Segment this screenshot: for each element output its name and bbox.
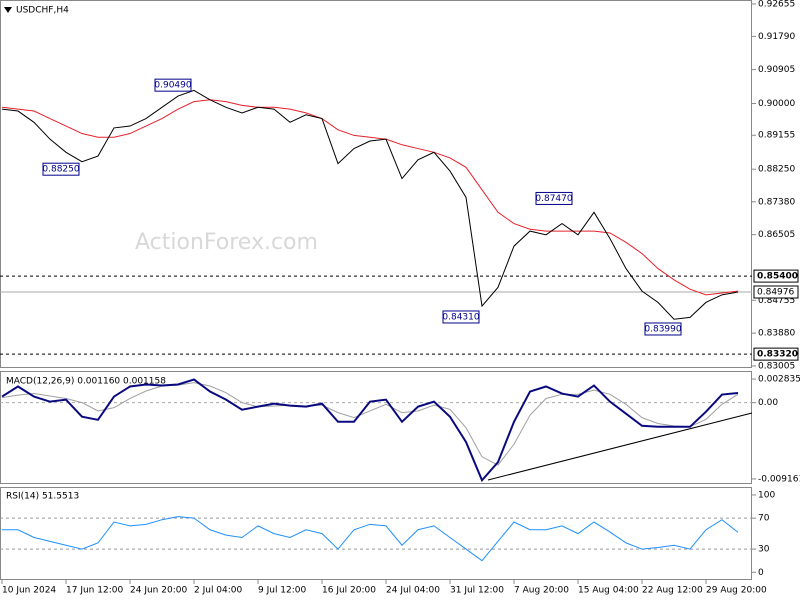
y-tick-label: 70 (758, 514, 770, 524)
macd-panel (0, 371, 752, 484)
x-tick-label: 24 Jul 04:00 (386, 586, 440, 596)
annotation-box (42, 162, 80, 176)
annotation-box (644, 322, 682, 336)
collapse-icon[interactable] (4, 7, 12, 13)
rsi-panel (0, 487, 752, 580)
x-tick-label: 10 Jun 2024 (2, 586, 56, 596)
y-tick-label: 100 (758, 490, 775, 500)
moving-average (1, 99, 739, 296)
annotation-label: 0.84310 (442, 312, 479, 322)
y-tick-label: 0.83005 (758, 361, 795, 371)
level-box (753, 269, 799, 283)
rsi-title: RSI(14) 51.5513 (6, 492, 79, 502)
y-tick-label: 0.90905 (758, 65, 795, 75)
x-tick-label: 16 Jul 20:00 (322, 586, 376, 596)
y-tick-label: 0.84755 (758, 296, 795, 306)
y-tick-label: 0.89155 (758, 131, 795, 141)
macd-title: MACD(12,26,9) 0.001160 0.001158 (6, 377, 166, 387)
y-tick-label: 30 (758, 545, 770, 555)
annotation-box (535, 191, 573, 205)
level-box (753, 347, 799, 361)
macd-line (1, 378, 739, 483)
annotation-label: 0.88250 (42, 165, 79, 175)
price-line (1, 89, 739, 320)
x-tick-label: 7 Aug 20:00 (514, 586, 569, 596)
trendline (487, 412, 753, 481)
y-tick-label: 0.87380 (758, 197, 795, 207)
price-panel (0, 0, 752, 368)
annotation-box (442, 310, 480, 324)
y-tick-label: -0.009161 (758, 474, 800, 484)
x-tick-label: 15 Aug 04:00 (578, 586, 639, 596)
y-tick-label: 0.83880 (758, 329, 795, 339)
x-tick-label: 24 Jun 20:00 (130, 586, 187, 596)
current-box (753, 285, 799, 299)
x-tick-label: 9 Jul 12:00 (258, 586, 307, 596)
annotation-label: 0.90490 (154, 81, 191, 91)
x-tick-label: 2 Jul 04:00 (194, 586, 243, 596)
y-tick-label: 0.002835 (758, 375, 800, 385)
macd-signal (1, 382, 739, 466)
x-tick-label: 31 Jul 12:00 (450, 586, 504, 596)
rsi-line (2, 516, 739, 562)
annotation-box (154, 78, 192, 92)
watermark: ActionForex.com (135, 230, 318, 255)
annotation-label: 0.87470 (535, 194, 572, 204)
y-tick-label: 0 (758, 568, 764, 578)
symbol: USDCHF,H4 (16, 6, 69, 16)
y-tick-label: 0.90000 (758, 99, 795, 109)
x-tick-label: 29 Aug 20:00 (706, 586, 767, 596)
y-tick-label: 0.91790 (758, 32, 795, 42)
current-label: 0.84976 (757, 287, 794, 297)
level-label: 0.83320 (757, 350, 798, 360)
y-tick-label: 0.88250 (758, 165, 795, 175)
level-label: 0.85400 (757, 272, 798, 282)
x-tick-label: 17 Jun 12:00 (66, 586, 123, 596)
x-tick-label: 22 Aug 12:00 (642, 586, 703, 596)
y-tick-label: 0.92655 (758, 0, 795, 9)
y-tick-label: 0.00 (758, 398, 778, 408)
y-tick-label: 0.86505 (758, 230, 795, 240)
annotation-label: 0.83990 (644, 324, 681, 334)
